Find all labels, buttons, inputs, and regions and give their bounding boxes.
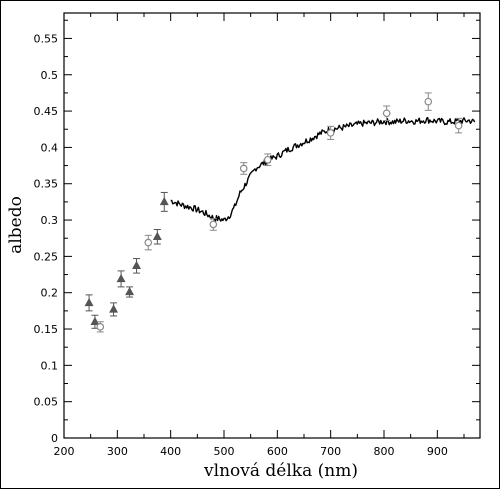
triangle-point	[90, 316, 100, 325]
spectrum-line	[170, 116, 476, 222]
x-tick-label: 900	[427, 445, 448, 458]
circle-point	[263, 155, 272, 164]
circle-point	[96, 323, 105, 331]
circle-point	[382, 109, 391, 118]
circle-point	[424, 97, 433, 106]
y-tick-label: 0.2	[41, 287, 59, 300]
y-tick-label: 0	[51, 432, 58, 445]
y-tick-label: 0.55	[34, 32, 59, 45]
y-tick-label: 0.1	[41, 359, 59, 372]
x-tick-label: 600	[267, 445, 288, 458]
triangle-point	[125, 286, 135, 296]
triangle-point	[109, 304, 119, 313]
plot-area-border	[63, 12, 481, 439]
y-tick-label: 0.3	[41, 214, 59, 227]
circle-point	[144, 238, 153, 247]
x-tick-label: 500	[214, 445, 235, 458]
circle-point	[454, 121, 463, 130]
x-tick-label: 400	[160, 445, 181, 458]
x-tick-label: 800	[374, 445, 395, 458]
circle-point	[326, 129, 335, 137]
triangle-point	[84, 297, 94, 307]
x-axis-title: vlnová délka (nm)	[203, 461, 358, 481]
y-tick-label: 0.4	[41, 141, 59, 154]
circle-point	[239, 164, 248, 173]
x-tick-label: 300	[107, 445, 128, 458]
triangle-point	[132, 260, 142, 270]
circle-point	[209, 220, 218, 229]
y-tick-label: 0.35	[34, 178, 59, 191]
y-tick-label: 0.25	[34, 250, 59, 263]
triangle-point	[116, 273, 126, 283]
y-tick-label: 0.05	[34, 396, 59, 409]
x-tick-label: 700	[320, 445, 341, 458]
y-tick-label: 0.45	[34, 105, 59, 118]
x-tick-label: 200	[54, 445, 75, 458]
y-tick-label: 0.5	[41, 69, 59, 82]
y-tick-label: 0.15	[34, 323, 59, 336]
y-axis-title: albedo	[6, 196, 26, 254]
triangle-point	[152, 231, 162, 240]
triangle-point	[159, 196, 169, 206]
